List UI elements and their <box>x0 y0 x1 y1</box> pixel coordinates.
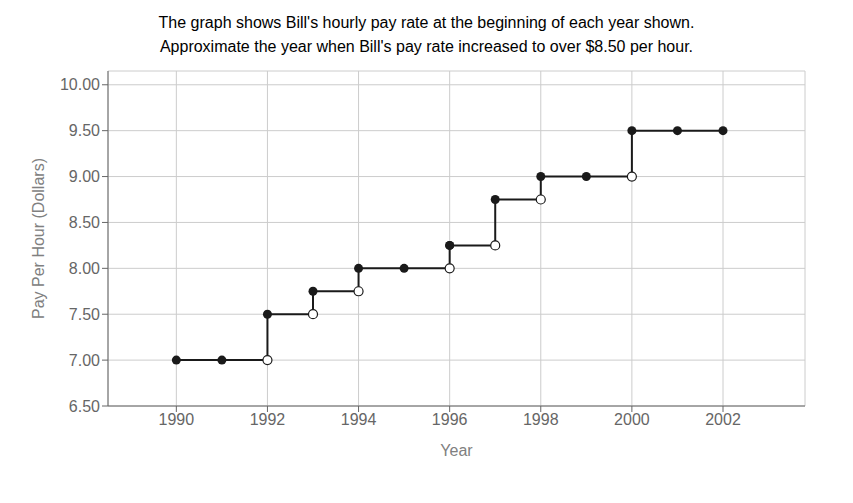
svg-text:8.00: 8.00 <box>69 260 100 277</box>
svg-text:2000: 2000 <box>614 411 650 428</box>
svg-text:Year: Year <box>440 442 473 459</box>
svg-text:7.00: 7.00 <box>69 352 100 369</box>
svg-text:1994: 1994 <box>341 411 377 428</box>
svg-text:10.00: 10.00 <box>60 76 100 93</box>
svg-text:1998: 1998 <box>523 411 559 428</box>
svg-text:9.50: 9.50 <box>69 122 100 139</box>
html-text:Approximate the year when Bill: Approximate the year when Bill's pay rat… <box>159 38 694 55</box>
html-text:The graph shows Bill's hourly: The graph shows Bill's hourly pay rate a… <box>158 14 695 31</box>
svg-text:7.50: 7.50 <box>69 306 100 323</box>
svg-text:2002: 2002 <box>705 411 741 428</box>
svg-text:1992: 1992 <box>250 411 286 428</box>
svg-text:Pay Per Hour (Dollars): Pay Per Hour (Dollars) <box>30 158 47 319</box>
svg-text:8.50: 8.50 <box>69 214 100 231</box>
svg-text:6.50: 6.50 <box>69 398 100 415</box>
svg-text:1996: 1996 <box>432 411 468 428</box>
svg-text:9.00: 9.00 <box>69 168 100 185</box>
svg-text:1990: 1990 <box>159 411 195 428</box>
